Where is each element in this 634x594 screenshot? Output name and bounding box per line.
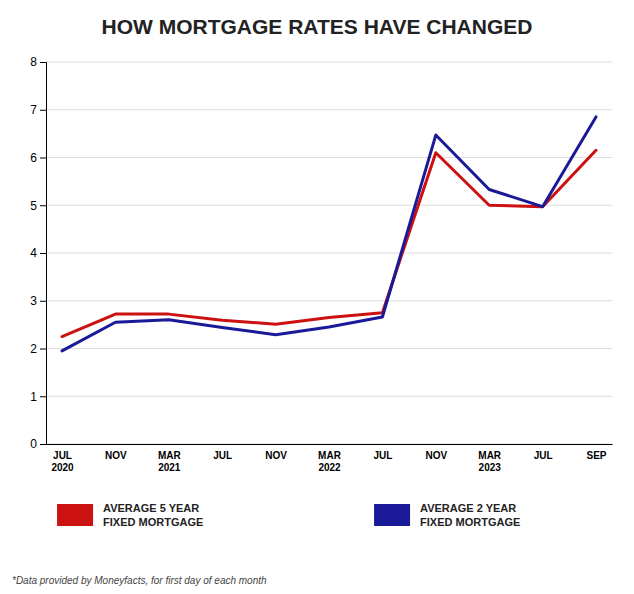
y-tick: 1: [30, 390, 46, 404]
x-tick-label: NOV: [265, 450, 287, 461]
x-tick-label-line: NOV: [105, 450, 127, 461]
y-tick: 0: [30, 437, 46, 451]
x-tick-label-line: NOV: [265, 450, 287, 461]
x-tick-label: JUL: [213, 450, 232, 461]
legend-item: AVERAGE 2 YEAR FIXED MORTGAGE: [374, 502, 520, 527]
legend: AVERAGE 5 YEARFIXED MORTGAGEAVERAGE 2 YE…: [57, 502, 520, 527]
x-tick-label-line: 2021: [158, 462, 181, 473]
y-tick-mark: [40, 110, 46, 111]
title: HOW MORTGAGE RATES HAVE CHANGED: [102, 15, 533, 38]
legend-label: AVERAGE 2 YEAR FIXED MORTGAGE: [420, 502, 520, 527]
x-tick-label: NOV: [105, 450, 127, 461]
grid-line: [46, 109, 612, 110]
legend-label-line: AVERAGE 2 YEAR: [420, 502, 516, 514]
x-tick-label-line: JUL: [213, 450, 232, 461]
legend-swatch: [374, 504, 410, 526]
y-tick: 8: [30, 55, 46, 69]
x-tick: JUL: [534, 450, 553, 461]
x-tick-label-line: NOV: [425, 450, 447, 461]
y-tick: 7: [30, 103, 46, 117]
x-tick: SEP: [586, 450, 606, 461]
y-tick-mark: [40, 349, 46, 350]
x-tick-label-line: JUL: [373, 450, 392, 461]
x-tick-label: SEP: [586, 450, 606, 461]
x-tick-label: JUL: [373, 450, 392, 461]
y-tick-label: 6: [30, 151, 37, 165]
y-tick: 3: [30, 294, 46, 308]
x-tick: NOV: [105, 450, 127, 461]
x-tick-label: NOV: [425, 450, 447, 461]
x-tick-label: MAR2021: [158, 450, 182, 473]
y-tick-label: 8: [30, 55, 37, 69]
x-tick-label-line: JUL: [534, 450, 553, 461]
x-tick: NOV: [425, 450, 447, 461]
x-tick-label-line: SEP: [586, 450, 606, 461]
x-tick-label: JUL2020: [51, 450, 74, 473]
x-tick: JUL: [373, 450, 392, 461]
grid-line: [46, 157, 612, 158]
plot-area: 012345678JUL2020NOVMAR2021JULNOVMAR2022J…: [30, 55, 612, 472]
y-tick-mark: [40, 444, 46, 445]
y-tick-mark: [40, 158, 46, 159]
x-tick-label-line: 2020: [51, 462, 74, 473]
y-tick-mark: [40, 205, 46, 206]
chart: HOW MORTGAGE RATES HAVE CHANGED 0 1 2 3 4 5 6 7 8…: [0, 0, 634, 594]
y-tick-label: 1: [30, 390, 37, 404]
grid-line: [46, 253, 612, 254]
x-axis-line: [47, 444, 613, 445]
legend-label-line: FIXED MORTGAGE: [103, 516, 203, 528]
legend-label-line: AVERAGE 5 YEAR: [103, 502, 199, 514]
line: [62, 150, 596, 336]
y-tick-label: 5: [30, 199, 37, 213]
y-tick: 4: [30, 246, 46, 260]
x-tick-label-line: MAR: [318, 450, 342, 461]
y-tick: 6: [30, 151, 46, 165]
y-tick: 2: [30, 342, 46, 356]
y-tick-label: 7: [30, 103, 37, 117]
x-axis: JUL2020NOVMAR2021JULNOVMAR2022JULNOVMAR2…: [47, 445, 613, 473]
y-axis-line: [40, 63, 47, 445]
x-tick: MAR2023: [478, 450, 502, 473]
x-tick: NOV: [265, 450, 287, 461]
grid-line: [46, 348, 612, 349]
grid-line: [46, 444, 612, 445]
x-tick-label-line: 2023: [479, 462, 502, 473]
legend-label: AVERAGE 5 YEAR FIXED MORTGAGE: [103, 502, 203, 527]
x-tick: MAR2021: [158, 450, 182, 473]
legend-swatch: [57, 504, 93, 526]
x-tick-label-line: 2022: [318, 462, 341, 473]
legend-item: AVERAGE 5 YEAR FIXED MORTGAGE: [57, 502, 203, 527]
x-tick-label: JUL: [534, 450, 553, 461]
legend-label-line: FIXED MORTGAGE: [420, 516, 520, 528]
footnote: *Data provided by Moneyfacts, for first …: [12, 575, 267, 586]
y-tick-label: 3: [30, 294, 37, 308]
line: [62, 117, 596, 351]
y-tick-mark: [40, 301, 46, 302]
y-axis: 0 1 2 3 4 5 6 7 8: [30, 55, 46, 451]
grid-line: [46, 396, 612, 397]
x-tick: MAR2022: [318, 450, 342, 473]
x-tick: JUL: [213, 450, 232, 461]
grid-line: [46, 300, 612, 301]
y-tick-mark: [40, 396, 46, 397]
x-tick-label: MAR2022: [318, 450, 342, 473]
x-tick-label-line: MAR: [158, 450, 182, 461]
y-tick-label: 0: [30, 437, 37, 451]
series-group: [62, 117, 596, 351]
x-tick-label-line: MAR: [478, 450, 502, 461]
x-tick: JUL2020: [51, 450, 74, 473]
x-tick-label: MAR2023: [478, 450, 502, 473]
y-tick: 5: [30, 199, 46, 213]
y-tick-mark: [40, 253, 46, 254]
y-tick-label: 4: [30, 246, 37, 260]
grid-line: [46, 62, 612, 63]
grid: [46, 62, 612, 444]
y-tick-mark: [40, 62, 46, 63]
y-tick-label: 2: [30, 342, 37, 356]
x-tick-label-line: JUL: [53, 450, 72, 461]
